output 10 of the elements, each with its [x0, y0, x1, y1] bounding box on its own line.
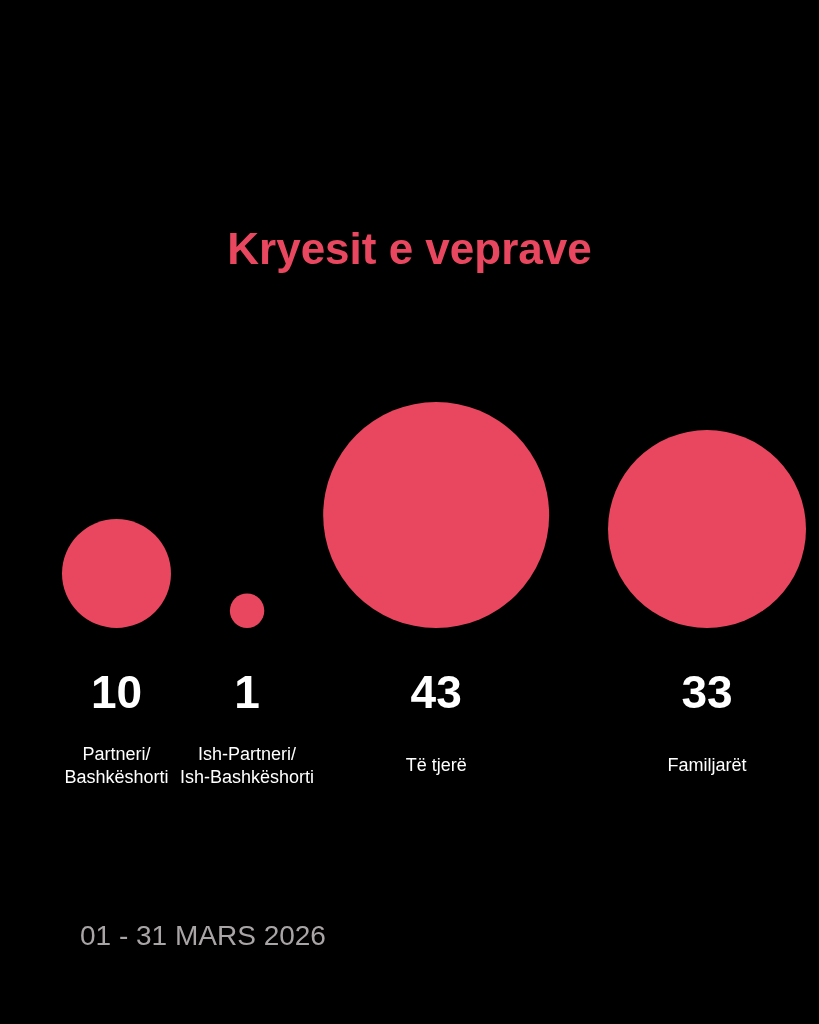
category-label: Ish-Partneri/Ish-Bashkëshorti [180, 743, 315, 787]
category-label: Partneri/Bashkëshorti [64, 743, 169, 787]
text: Kryesit e veprave [226, 224, 593, 274]
data-label: 43 [410, 666, 462, 718]
data-label: 33 [681, 666, 733, 718]
category-label: Të tjerë [405, 755, 467, 775]
category-label: Familjarët [667, 755, 747, 775]
data-label: 10 [90, 666, 143, 718]
data-label: 1 [234, 666, 260, 718]
text: 01 - 31 MARS 2026 [80, 919, 326, 953]
